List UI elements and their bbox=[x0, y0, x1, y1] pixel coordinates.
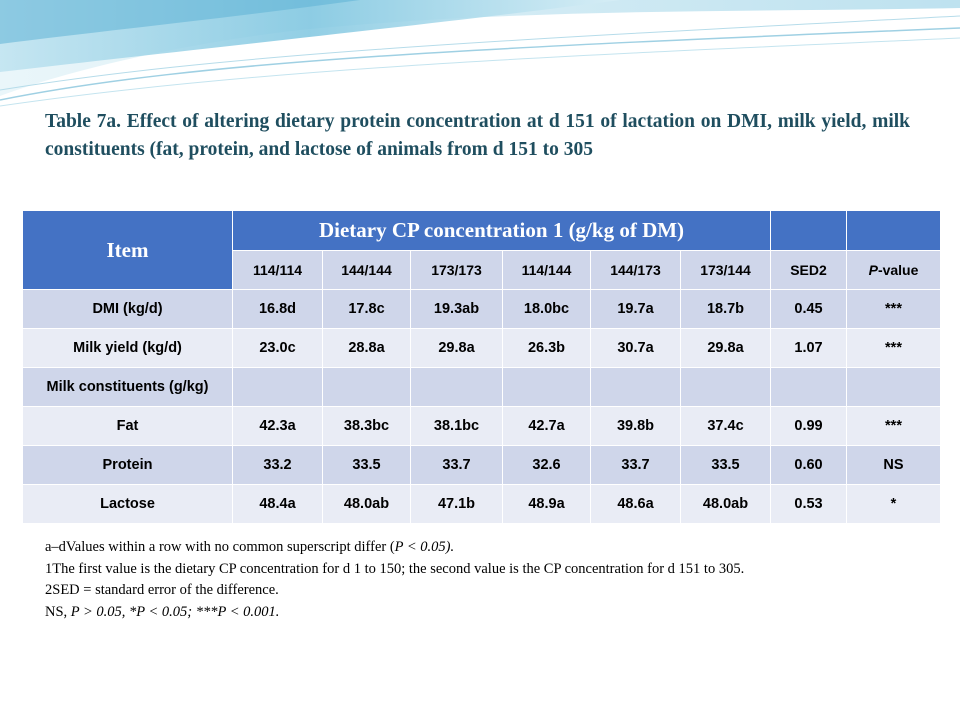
footnote-text-italic: P < 0.05). bbox=[394, 539, 455, 555]
row-label: DMI (kg/d) bbox=[22, 289, 233, 329]
value-cell: 23.0c bbox=[232, 328, 323, 368]
pvalue-cell: *** bbox=[846, 289, 941, 329]
pvalue-header: P-value bbox=[846, 249, 941, 290]
table-row: Lactose 48.4a 48.0ab 47.1b 48.9a 48.6a 48.0ab 0… bbox=[22, 484, 941, 524]
sed-cell: 0.53 bbox=[770, 484, 847, 524]
value-cell bbox=[410, 367, 503, 407]
value-cell: 32.6 bbox=[502, 445, 591, 485]
value-cell: 19.7a bbox=[590, 289, 681, 329]
column-header: SED2 bbox=[770, 249, 847, 290]
table-title: Table 7a. Effect of altering dietary pro… bbox=[45, 111, 910, 160]
table-row: Milk constituents (g/kg) bbox=[22, 367, 941, 407]
header-blank-cell bbox=[846, 210, 941, 251]
value-cell bbox=[590, 367, 681, 407]
pvalue-cell: *** bbox=[846, 406, 941, 446]
footnote-text: a–dValues within a row with no common su… bbox=[45, 539, 395, 555]
value-cell: 18.7b bbox=[680, 289, 771, 329]
column-header: 114/114 bbox=[232, 249, 323, 290]
column-header: 173/144 bbox=[680, 249, 771, 290]
value-cell: 38.1bc bbox=[410, 406, 503, 446]
column-header: 114/144 bbox=[502, 249, 591, 290]
sed-cell: 1.07 bbox=[770, 328, 847, 368]
value-cell bbox=[680, 367, 771, 407]
column-header: 144/173 bbox=[590, 249, 681, 290]
table-row: Protein 33.2 33.5 33.7 32.6 33.7 33.5 0.60 NS bbox=[22, 445, 941, 485]
value-cell: 42.3a bbox=[232, 406, 323, 446]
footnote-sed: 2SED = standard error of the difference. bbox=[45, 582, 279, 598]
value-cell: 29.8a bbox=[410, 328, 503, 368]
sed-cell bbox=[770, 367, 847, 407]
value-cell: 47.1b bbox=[410, 484, 503, 524]
row-label: Fat bbox=[22, 406, 233, 446]
value-cell: 33.5 bbox=[322, 445, 411, 485]
decorative-waves bbox=[0, 0, 960, 107]
footnote-superscripts: a–dValues within a row with no common su… bbox=[45, 537, 929, 559]
value-cell: 26.3b bbox=[502, 328, 591, 368]
pvalue-header-p: P bbox=[868, 261, 878, 278]
value-cell: 33.5 bbox=[680, 445, 771, 485]
pvalue-cell bbox=[846, 367, 941, 407]
value-cell: 48.9a bbox=[502, 484, 591, 524]
value-cell: 33.7 bbox=[410, 445, 503, 485]
group-header: Dietary CP concentration 1 (g/kg of DM) bbox=[232, 210, 771, 251]
value-cell: 28.8a bbox=[322, 328, 411, 368]
column-header: 144/144 bbox=[322, 249, 411, 290]
value-cell: 30.7a bbox=[590, 328, 681, 368]
value-cell: 19.3ab bbox=[410, 289, 503, 329]
value-cell: 29.8a bbox=[680, 328, 771, 368]
value-cell: 48.4a bbox=[232, 484, 323, 524]
pvalue-cell: * bbox=[846, 484, 941, 524]
value-cell: 37.4c bbox=[680, 406, 771, 446]
table-row: Milk yield (kg/d) 23.0c 28.8a 29.8a 26.3b 30.… bbox=[22, 328, 941, 368]
sed-cell: 0.99 bbox=[770, 406, 847, 446]
column-header: 173/173 bbox=[410, 249, 503, 290]
pvalue-cell: *** bbox=[846, 328, 941, 368]
sed-cell: 0.45 bbox=[770, 289, 847, 329]
footnote-significance: NS, P > 0.05, *P < 0.05; ***P < 0.001. bbox=[45, 602, 929, 624]
value-cell: 39.8b bbox=[590, 406, 681, 446]
row-label: Lactose bbox=[22, 484, 233, 524]
header-blank-cell bbox=[770, 210, 847, 251]
value-cell: 48.6a bbox=[590, 484, 681, 524]
table-row: DMI (kg/d) 16.8d 17.8c 19.3ab 18.0bc 19.7a 18.… bbox=[22, 289, 941, 329]
value-cell: 48.0ab bbox=[680, 484, 771, 524]
pvalue-cell: NS bbox=[846, 445, 941, 485]
value-cell: 18.0bc bbox=[502, 289, 591, 329]
footnote-cp-concentration: 1The first value is the dietary CP conce… bbox=[45, 560, 745, 577]
value-cell: 38.3bc bbox=[322, 406, 411, 446]
table-row: Fat 42.3a 38.3bc 38.1bc 42.7a 39.8b 37.4c 0.99 *… bbox=[22, 406, 941, 446]
pvalue-header-suffix: -value bbox=[877, 261, 919, 278]
value-cell: 17.8c bbox=[322, 289, 411, 329]
footnote-text-italic: P > 0.05, *P < 0.05; ***P < 0.001. bbox=[70, 603, 280, 620]
results-table: Item Dietary CP concentration 1 (g/kg of… bbox=[22, 210, 941, 524]
value-cell bbox=[232, 367, 323, 407]
value-cell: 33.2 bbox=[232, 445, 323, 485]
value-cell: 48.0ab bbox=[322, 484, 411, 524]
sed-cell: 0.60 bbox=[770, 445, 847, 485]
item-header: Item bbox=[22, 210, 233, 290]
row-label: Milk constituents (g/kg) bbox=[22, 367, 233, 407]
value-cell: 42.7a bbox=[502, 406, 591, 446]
value-cell bbox=[322, 367, 411, 407]
row-label: Milk yield (kg/d) bbox=[22, 328, 233, 368]
footnote-text: NS, bbox=[45, 603, 71, 620]
table-footnotes: a–dValues within a row with no common su… bbox=[45, 537, 929, 623]
value-cell: 33.7 bbox=[590, 445, 681, 485]
row-label: Protein bbox=[22, 445, 233, 485]
value-cell bbox=[502, 367, 591, 407]
value-cell: 16.8d bbox=[232, 289, 323, 329]
